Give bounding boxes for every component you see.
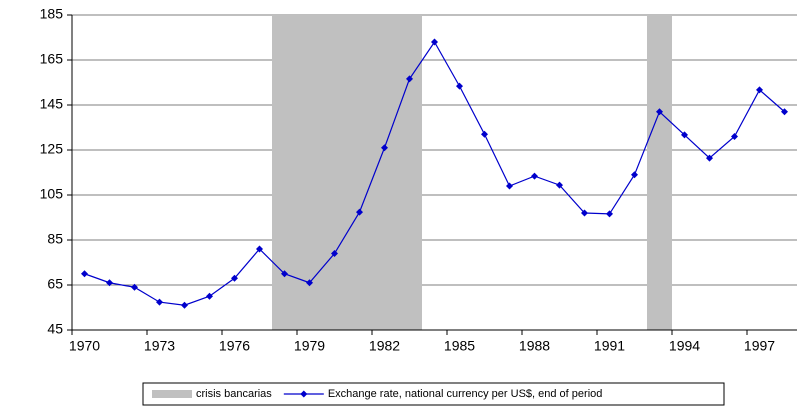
crisis-bar	[347, 15, 372, 330]
legend-swatch	[152, 390, 192, 398]
marker	[131, 283, 138, 291]
x-tick-label: 1985	[444, 338, 475, 354]
x-tick-label: 1988	[519, 338, 550, 354]
y-tick-label: 145	[40, 96, 64, 112]
marker	[331, 250, 338, 257]
x-tick-label: 1970	[69, 338, 100, 354]
marker	[606, 210, 613, 218]
marker	[356, 208, 363, 216]
marker	[256, 245, 263, 253]
marker	[231, 274, 238, 282]
marker	[631, 171, 638, 179]
legend-marker	[300, 390, 308, 398]
marker	[381, 144, 388, 152]
x-tick-label: 1979	[294, 338, 325, 354]
marker	[581, 209, 588, 217]
crisis-bar	[397, 15, 422, 330]
marker	[281, 270, 288, 278]
y-tick-label: 45	[47, 321, 63, 337]
x-tick-label: 1997	[744, 338, 775, 354]
crisis-bar	[272, 15, 297, 330]
legend-label: Exchange rate, national currency per US$…	[328, 388, 603, 400]
y-tick-label: 65	[47, 276, 63, 292]
crisis-bar	[372, 15, 397, 330]
marker	[681, 131, 688, 139]
marker	[456, 82, 463, 90]
crisis-bar	[322, 15, 347, 330]
y-tick-label: 85	[47, 231, 63, 247]
x-tick-label: 1976	[219, 338, 250, 354]
x-tick-label: 1973	[144, 338, 175, 354]
x-tick-label: 1982	[369, 338, 400, 354]
marker	[481, 130, 488, 138]
marker	[556, 181, 563, 189]
marker	[781, 108, 788, 116]
marker	[406, 75, 413, 83]
marker	[81, 270, 88, 278]
marker	[156, 298, 163, 306]
marker	[431, 38, 438, 46]
legend-box	[142, 382, 725, 406]
marker	[306, 279, 313, 287]
crisis-bar	[647, 15, 672, 330]
marker	[656, 108, 663, 116]
line	[84, 40, 785, 306]
marker	[206, 292, 213, 300]
legend-label: crisis bancarias	[196, 388, 272, 400]
y-tick-label: 185	[40, 6, 64, 22]
y-tick-label: 105	[40, 186, 64, 202]
y-tick-label: 125	[40, 141, 64, 157]
marker	[181, 301, 188, 309]
marker	[106, 279, 113, 287]
marker	[731, 133, 738, 140]
marker	[706, 154, 713, 162]
crisis-bar	[297, 15, 322, 330]
marker	[531, 172, 538, 180]
x-tick-label: 1991	[594, 338, 625, 354]
marker	[506, 182, 513, 190]
marker	[756, 86, 763, 94]
y-tick-label: 165	[40, 51, 64, 67]
x-tick-label: 1994	[669, 338, 700, 354]
